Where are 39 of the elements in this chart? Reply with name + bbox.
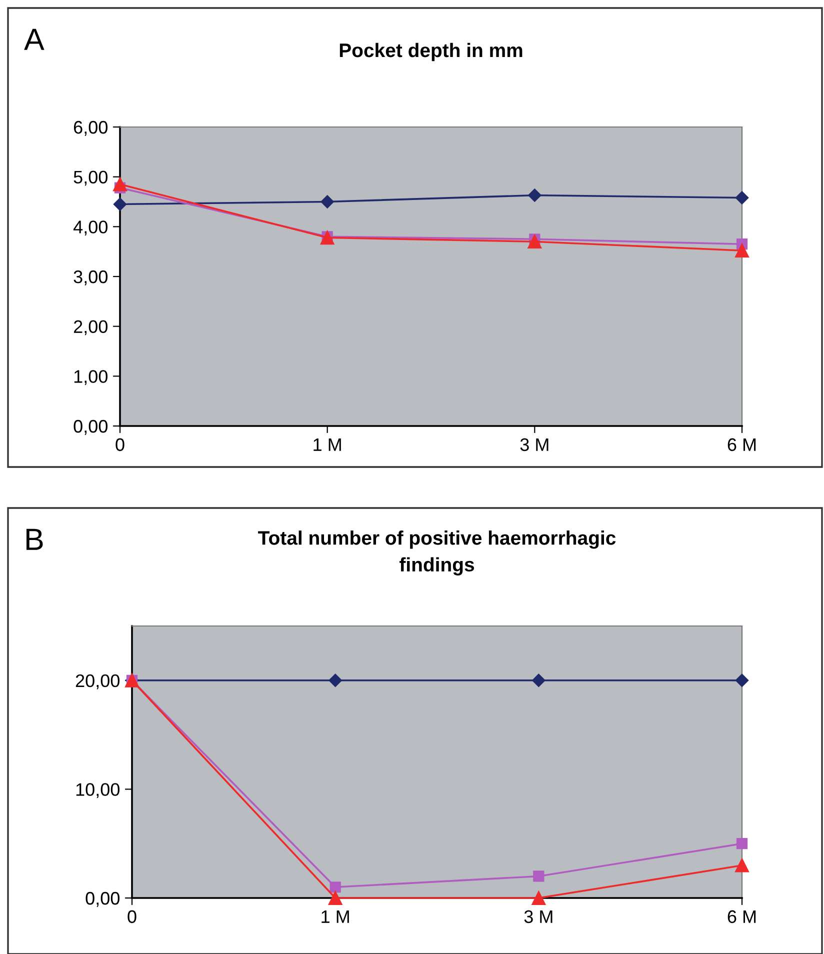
y-tick-label: 0,00 xyxy=(86,892,120,907)
point xyxy=(328,891,342,905)
text: B xyxy=(26,528,43,550)
point xyxy=(533,870,544,882)
y-tick-label: 6,00 xyxy=(74,120,108,136)
x-tick-label: 6 M xyxy=(728,910,756,924)
x-tick-label: 1 M xyxy=(314,438,341,451)
point xyxy=(328,674,342,687)
y-tick-label: 20,00 xyxy=(76,674,120,690)
point xyxy=(735,674,749,687)
y-tick-label: 5,00 xyxy=(74,170,108,186)
chart-title: Pocket depth in mm xyxy=(340,42,522,62)
x-tick-label: 3 M xyxy=(524,910,552,924)
x-tick-label: 3 M xyxy=(520,438,548,452)
point xyxy=(320,230,334,245)
x-tick-label: 0 xyxy=(128,910,136,924)
y-tick-label: 4,00 xyxy=(73,220,108,236)
point xyxy=(528,234,542,249)
text: A xyxy=(24,28,44,50)
point xyxy=(113,198,127,211)
point xyxy=(528,188,542,202)
x-tick-label: 1 M xyxy=(322,910,349,923)
y-tick-label: 3,00 xyxy=(74,270,108,286)
point xyxy=(735,191,749,204)
point xyxy=(532,674,546,687)
x-tick-label: 6 M xyxy=(728,438,756,452)
x-tick-label: 0 xyxy=(116,438,124,452)
point xyxy=(736,838,748,850)
point xyxy=(735,244,749,258)
point xyxy=(735,858,749,872)
point xyxy=(320,195,334,208)
point xyxy=(330,882,341,893)
y-tick-label: 10,00 xyxy=(76,783,120,798)
point xyxy=(532,891,546,905)
point xyxy=(113,177,127,192)
y-tick-label: 1,00 xyxy=(74,370,108,386)
chart-title: Total number of positive haemorrhagic findings xyxy=(258,530,616,576)
y-tick-label: 0,00 xyxy=(74,420,108,435)
y-tick-label: 2,00 xyxy=(74,320,108,336)
